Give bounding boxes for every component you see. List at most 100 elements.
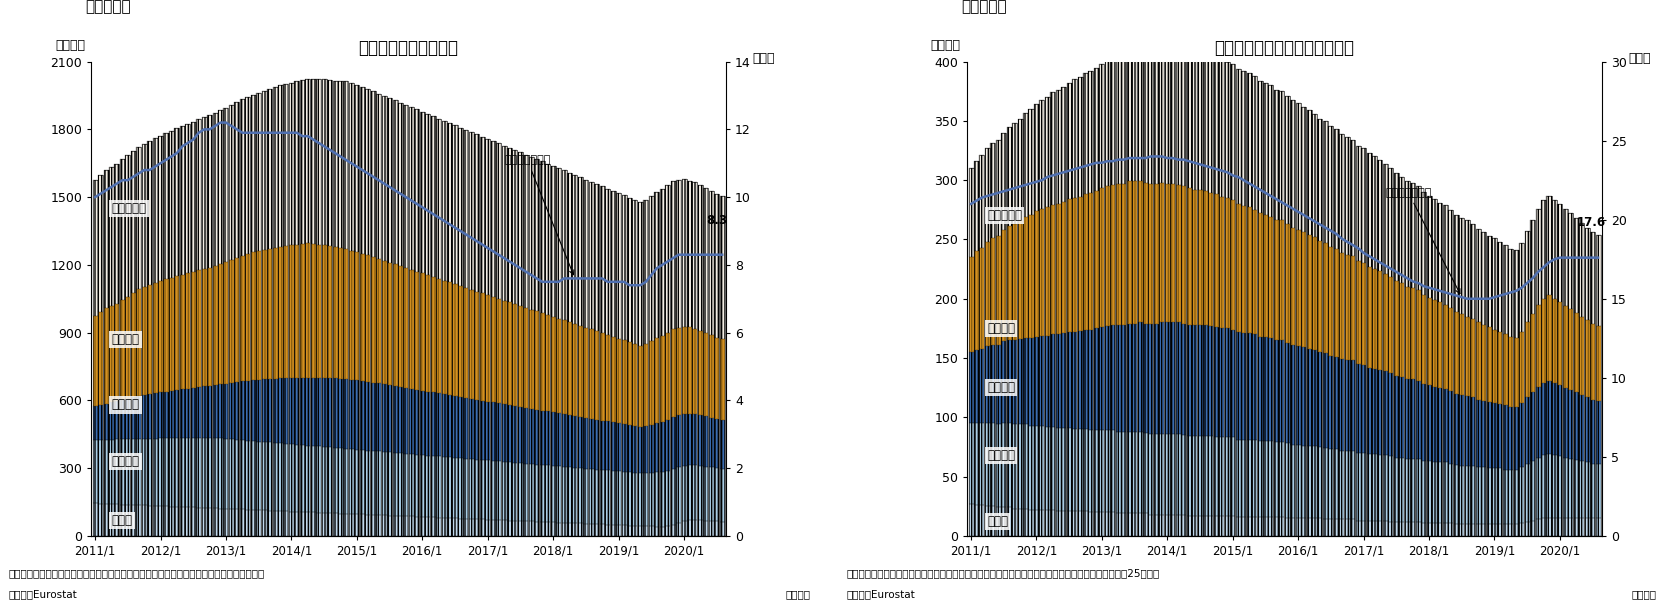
Bar	[1268, 338, 1273, 441]
Bar	[332, 378, 337, 448]
Text: （万人）: （万人）	[55, 39, 85, 52]
Bar	[224, 439, 229, 509]
Bar	[1280, 442, 1285, 517]
Bar	[491, 297, 496, 402]
Bar	[294, 81, 299, 245]
Bar	[480, 519, 485, 536]
Bar	[1579, 317, 1584, 395]
Bar	[224, 108, 229, 262]
Bar	[289, 444, 294, 511]
Bar	[671, 418, 676, 469]
Bar	[349, 83, 354, 251]
Bar	[420, 455, 425, 517]
Bar	[403, 268, 408, 388]
Bar	[1350, 140, 1355, 256]
Bar	[1175, 185, 1180, 323]
Bar	[644, 426, 649, 473]
Bar	[191, 122, 196, 536]
Bar	[1323, 121, 1328, 536]
Bar	[1378, 160, 1383, 536]
Bar	[1116, 325, 1120, 432]
Bar	[377, 259, 382, 383]
Bar	[370, 515, 375, 536]
Bar	[1311, 518, 1316, 536]
Bar	[480, 519, 485, 536]
Bar	[1044, 97, 1049, 208]
Bar	[1127, 51, 1132, 181]
Bar	[1366, 521, 1371, 536]
Bar	[158, 136, 163, 282]
Bar	[1089, 330, 1094, 431]
Bar	[578, 326, 583, 417]
Bar	[1187, 51, 1192, 188]
Bar	[327, 246, 332, 378]
Bar	[344, 448, 349, 514]
Bar	[382, 96, 387, 536]
Bar	[616, 193, 621, 536]
Bar	[556, 466, 561, 522]
Bar	[447, 283, 452, 395]
Bar	[1335, 449, 1340, 519]
Bar	[239, 509, 246, 536]
Bar	[1204, 516, 1208, 536]
Bar	[682, 179, 687, 326]
Bar	[1311, 446, 1316, 518]
Bar	[262, 379, 267, 442]
Bar	[1067, 83, 1072, 199]
Bar	[1111, 513, 1116, 536]
Bar	[1273, 90, 1278, 221]
Bar	[583, 469, 588, 524]
Bar	[120, 160, 124, 300]
Bar	[1006, 227, 1011, 340]
Bar	[1433, 463, 1438, 523]
Bar	[1187, 188, 1192, 325]
Bar	[1350, 140, 1355, 536]
Bar	[501, 462, 506, 521]
Bar	[996, 508, 1001, 536]
Bar	[131, 397, 136, 439]
Bar	[169, 131, 174, 278]
Bar	[1197, 516, 1202, 536]
Bar	[1335, 129, 1340, 249]
Bar	[403, 516, 408, 536]
Bar	[1323, 448, 1328, 519]
Bar	[573, 523, 578, 536]
Bar	[327, 513, 332, 536]
Bar	[1481, 524, 1486, 536]
Bar	[1208, 55, 1213, 193]
Bar	[709, 335, 714, 418]
Bar	[463, 288, 468, 398]
Bar	[594, 524, 599, 536]
Bar	[1448, 523, 1454, 536]
Bar	[1464, 317, 1469, 396]
Bar	[300, 378, 305, 445]
Bar	[262, 250, 267, 379]
Bar	[485, 520, 490, 536]
Bar	[606, 421, 611, 471]
Bar	[408, 270, 413, 389]
Bar	[344, 514, 349, 536]
Bar	[1029, 109, 1034, 536]
Bar	[599, 421, 604, 470]
Bar	[1280, 517, 1285, 536]
Bar	[196, 508, 201, 536]
Bar	[573, 175, 578, 324]
Bar	[1061, 333, 1066, 428]
Bar	[491, 520, 496, 536]
Bar	[1476, 400, 1481, 467]
Bar	[1388, 277, 1393, 373]
Bar	[98, 440, 103, 504]
Bar	[1061, 86, 1066, 536]
Bar	[682, 179, 687, 326]
Bar	[480, 137, 485, 536]
Bar	[1132, 432, 1137, 513]
Bar	[1569, 213, 1574, 309]
Bar	[1486, 327, 1492, 402]
Bar	[256, 251, 261, 380]
Bar	[649, 472, 654, 527]
Bar	[174, 391, 179, 439]
Bar	[1230, 330, 1235, 437]
Bar	[1536, 458, 1540, 519]
Bar	[1481, 524, 1486, 536]
Bar	[415, 390, 420, 455]
